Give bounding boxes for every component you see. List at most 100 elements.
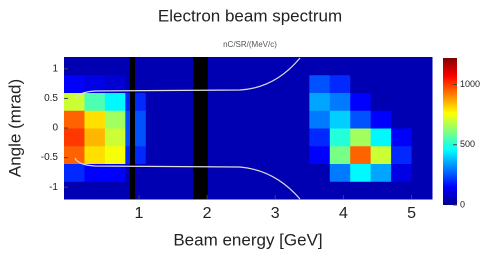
x-axis-label: Beam energy [GeV] <box>173 230 322 249</box>
heat-cell <box>370 110 392 129</box>
heat-cell <box>145 74 167 93</box>
heat-cell <box>145 181 167 200</box>
heat-cell <box>411 57 433 76</box>
heat-cell <box>288 128 310 147</box>
heat-cell <box>411 74 433 93</box>
colorbar <box>443 58 457 205</box>
heat-cell <box>104 163 126 182</box>
heat-cell <box>64 145 85 164</box>
heat-cell <box>309 163 331 182</box>
heat-cell <box>391 110 413 129</box>
heat-cell <box>288 110 310 129</box>
heat-cell <box>227 57 249 76</box>
heat-cell <box>207 92 229 111</box>
heat-cell <box>84 128 106 147</box>
heat-cell <box>391 57 413 76</box>
heat-cell <box>268 92 290 111</box>
heat-cell <box>145 57 167 76</box>
heat-cell <box>207 145 229 164</box>
x-tick-label: 3 <box>271 205 280 222</box>
colorbar-tick-label: 0 <box>460 199 465 209</box>
heat-cell <box>350 163 372 182</box>
heat-cell <box>145 92 167 111</box>
heat-cell <box>329 57 351 76</box>
heat-cell <box>125 181 147 200</box>
heat-cell <box>166 110 188 129</box>
heat-cell <box>288 181 310 200</box>
heat-cell <box>166 163 188 182</box>
heat-cell <box>125 128 147 147</box>
heat-cell <box>288 163 310 182</box>
heat-cell <box>268 110 290 129</box>
heat-cell <box>268 145 290 164</box>
y-axis-label: Angle (mrad) <box>5 79 24 177</box>
heat-cell <box>84 145 106 164</box>
heat-cell <box>104 92 126 111</box>
heat-cell <box>64 110 85 129</box>
heat-cell <box>64 57 85 76</box>
heat-cell <box>370 92 392 111</box>
heat-cell <box>370 181 392 200</box>
heat-cell <box>329 145 351 164</box>
heat-cell <box>391 145 413 164</box>
heat-cell <box>84 92 106 111</box>
heat-cell <box>84 57 106 76</box>
heat-cell <box>370 74 392 93</box>
heat-cell <box>329 110 351 129</box>
heat-cell <box>207 74 229 93</box>
heat-cell <box>309 128 331 147</box>
heat-cell <box>64 128 85 147</box>
heat-cell <box>145 110 167 129</box>
heat-cell <box>329 163 351 182</box>
heat-cell <box>391 128 413 147</box>
heat-cell <box>329 181 351 200</box>
heat-cell <box>166 181 188 200</box>
heat-cell <box>350 57 372 76</box>
heat-cell <box>329 92 351 111</box>
heat-cell <box>166 57 188 76</box>
heat-cell <box>268 181 290 200</box>
heat-cell <box>207 163 229 182</box>
acceptance-envelope <box>74 57 301 101</box>
heat-cell <box>84 74 106 93</box>
heat-cell <box>248 92 269 111</box>
heatmap <box>64 57 433 200</box>
heat-cell <box>64 74 85 93</box>
heat-cell <box>309 57 331 76</box>
heat-cell <box>309 181 331 200</box>
heat-cell <box>248 163 269 182</box>
y-tick-label: 1 <box>52 63 58 74</box>
heat-cell <box>104 110 126 129</box>
x-tick-label: 5 <box>407 205 416 222</box>
heat-cell <box>370 145 392 164</box>
heat-cell <box>309 92 331 111</box>
heat-cell <box>104 181 126 200</box>
heat-cell <box>350 128 372 147</box>
heat-cell <box>288 92 310 111</box>
heat-cell <box>411 163 433 182</box>
heat-cell <box>329 128 351 147</box>
heat-cell <box>227 110 249 129</box>
heat-cell <box>104 145 126 164</box>
heat-cell <box>350 145 372 164</box>
heat-cell <box>329 74 351 93</box>
heat-cell <box>309 145 331 164</box>
heat-cell <box>411 92 433 111</box>
heat-cell <box>227 181 249 200</box>
heat-cell <box>125 110 147 129</box>
heat-cell <box>248 110 269 129</box>
detector-gap <box>130 57 135 199</box>
heat-cell <box>411 110 433 129</box>
heat-cell <box>166 128 188 147</box>
heat-cell <box>411 128 433 147</box>
colorbar-tick-label: 1000 <box>460 79 480 89</box>
heat-cell <box>207 128 229 147</box>
heat-cell <box>350 181 372 200</box>
heat-cell <box>370 163 392 182</box>
y-tick-label: -1 <box>49 182 58 193</box>
heat-cell <box>370 57 392 76</box>
heat-cell <box>248 57 269 76</box>
heat-cell <box>288 74 310 93</box>
heat-cell <box>166 74 188 93</box>
heat-cell <box>309 110 331 129</box>
